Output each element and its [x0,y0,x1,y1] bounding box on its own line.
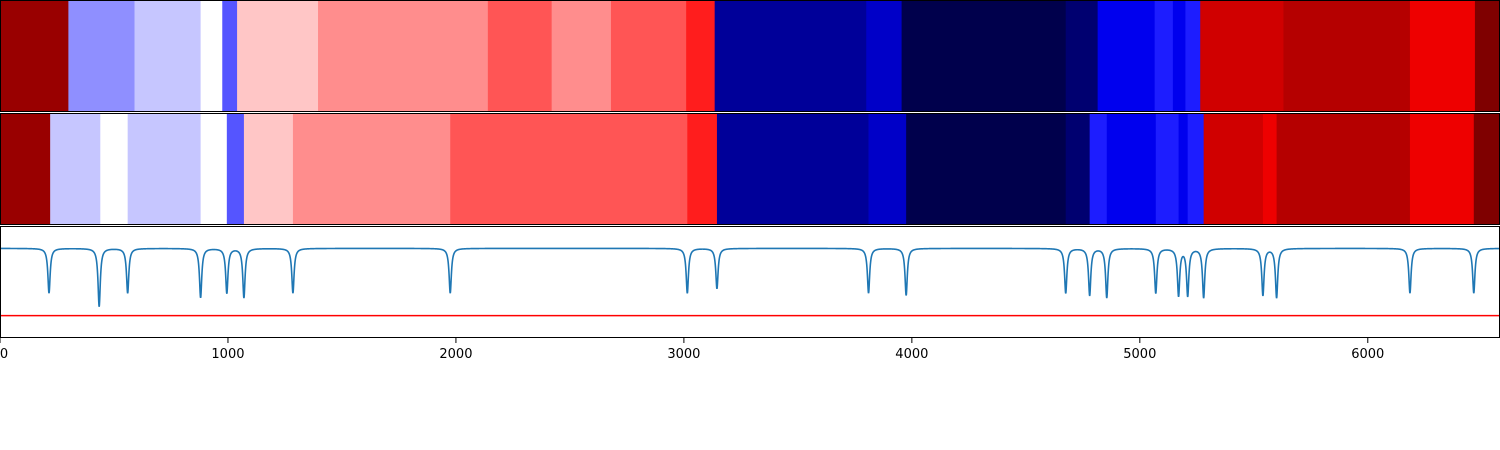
heatmap-segment-0-15 [1097,0,1156,112]
x-tick-label-5: 5000 [1123,347,1156,362]
heatmap-segment-1-13 [1065,113,1091,225]
heatmap-segment-1-9 [687,113,718,225]
heatmap-segment-0-8 [551,0,612,112]
heatmap-segment-1-18 [1187,113,1205,225]
heatmap-segment-1-8 [450,113,688,225]
heatmap-segment-1-10 [716,113,869,225]
heatmap-segment-1-23 [1473,113,1500,225]
x-tick-label-0: 0 [0,347,8,362]
heatmap-segment-0-9 [610,0,687,112]
heatmap-segment-1-5 [226,113,245,225]
heatmap-segment-1-12 [906,113,1067,225]
heatmap-track-top [0,0,1500,112]
heatmap-segment-1-4 [200,113,228,225]
x-tick-label-3: 3000 [667,347,700,362]
heatmap-segment-1-16 [1155,113,1179,225]
heatmap-segment-1-19 [1203,113,1264,225]
heatmap-segment-1-11 [868,113,907,225]
heatmap-segment-0-7 [487,0,553,112]
heatmap-segment-1-7 [292,113,451,225]
heatmap-segment-1-3 [127,113,202,225]
heatmap-segment-0-21 [1409,0,1476,112]
heatmap-segment-0-2 [134,0,202,112]
heatmap-segment-0-13 [901,0,1067,112]
heatmap-segment-0-17 [1172,0,1186,112]
heatmap-segment-0-22 [1474,0,1500,112]
heatmap-segment-1-2 [100,113,129,225]
heatmap-segment-0-16 [1154,0,1174,112]
signal-panel [0,226,1500,338]
heatmap-segment-1-14 [1089,113,1108,225]
heatmap-segment-1-20 [1262,113,1277,225]
heatmap-segment-1-1 [50,113,101,225]
heatmap-track-bottom [0,113,1500,225]
heatmap-segment-0-19 [1200,0,1284,112]
heatmap-segment-0-3 [200,0,223,112]
heatmap-segment-0-10 [686,0,716,112]
signal-line [0,247,1500,307]
signal-panel-background [0,226,1500,338]
x-tick-label-4: 4000 [895,347,928,362]
x-tick-label-6: 6000 [1351,347,1384,362]
heatmap-segment-1-0 [0,113,51,225]
heatmap-segment-0-20 [1283,0,1411,112]
heatmap-segment-0-11 [714,0,867,112]
heatmap-segment-0-18 [1185,0,1201,112]
heatmap-segment-0-12 [866,0,902,112]
x-tick-label-1: 1000 [211,347,244,362]
heatmap-segment-1-15 [1106,113,1157,225]
heatmap-segment-0-0 [0,0,69,112]
heatmap-segment-1-6 [243,113,294,225]
heatmap-segment-1-17 [1178,113,1189,225]
x-axis: 0 1000 2000 3000 4000 5000 6000 [0,338,1384,362]
heatmap-segment-0-14 [1065,0,1099,112]
heatmap-segment-1-21 [1276,113,1411,225]
heatmap-segment-0-5 [237,0,319,112]
x-tick-label-2: 2000 [439,347,472,362]
heatmap-segment-0-1 [68,0,135,112]
heatmap-segment-1-22 [1409,113,1475,225]
heatmap-segment-0-4 [222,0,238,112]
heatmap-segment-0-6 [318,0,489,112]
